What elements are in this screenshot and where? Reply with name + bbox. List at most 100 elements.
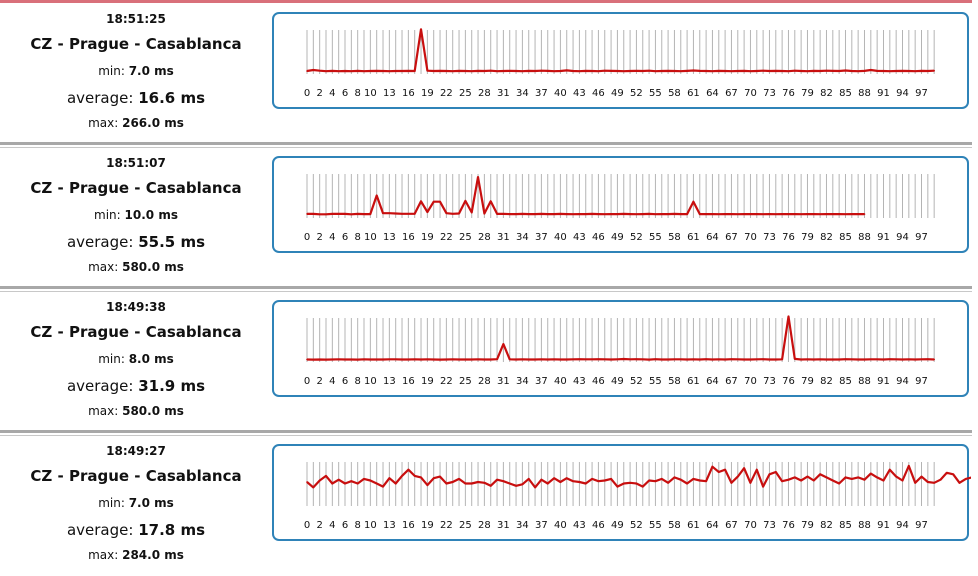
x-tick-label: 76 — [782, 376, 795, 387]
data-point — [673, 213, 676, 215]
x-tick-label: 46 — [592, 232, 605, 243]
data-point — [483, 358, 486, 361]
data-point — [565, 358, 568, 361]
data-point — [787, 315, 790, 318]
data-point — [420, 28, 422, 31]
x-tick-label: 13 — [383, 376, 396, 387]
data-point — [521, 358, 524, 361]
data-point — [749, 70, 752, 72]
data-points — [306, 28, 935, 72]
data-point — [876, 476, 878, 479]
data-point — [717, 70, 720, 72]
data-point — [724, 70, 726, 72]
data-point — [470, 211, 473, 214]
data-point — [781, 358, 783, 361]
x-tick-label: 22 — [440, 88, 453, 99]
data-point — [306, 213, 308, 215]
data-point — [515, 70, 517, 72]
x-tick-label: 8 — [354, 376, 360, 387]
x-tick-label: 52 — [630, 232, 643, 243]
data-point — [572, 70, 574, 72]
x-tick-label: 28 — [478, 520, 491, 531]
x-tick-label: 55 — [649, 88, 662, 99]
data-point — [920, 475, 923, 478]
x-tick-label: 55 — [649, 376, 662, 387]
x-tick-label: 97 — [915, 232, 928, 243]
data-point — [407, 70, 410, 72]
data-point — [730, 481, 733, 484]
data-point — [382, 358, 384, 361]
data-point — [908, 70, 910, 72]
x-tick-label: 85 — [839, 232, 852, 243]
x-tick-label: 91 — [877, 376, 890, 387]
x-tick-label: 0 — [304, 232, 310, 243]
data-point — [312, 69, 315, 71]
data-point — [375, 70, 378, 72]
average-value: 55.5 ms — [138, 233, 206, 251]
data-point — [705, 70, 707, 72]
chart-panel: 0 2 4 6 8 10 13 16 19 22 25 28 31 34 37 40 43 46 49 52 55 58 6… — [272, 300, 969, 397]
data-point — [901, 70, 904, 72]
route-title: CZ - Prague - Casablanca — [30, 35, 242, 53]
data-point — [774, 213, 777, 216]
data-point — [882, 358, 885, 361]
data-point — [559, 70, 562, 72]
data-point — [679, 70, 682, 72]
data-point — [800, 70, 802, 72]
data-point — [502, 343, 505, 345]
result-time: 18:51:07 — [106, 156, 166, 170]
data-point — [312, 213, 315, 215]
data-point — [394, 70, 397, 72]
data-point — [584, 482, 587, 485]
x-tick-label: 79 — [801, 520, 814, 531]
data-point — [692, 358, 695, 361]
x-tick-label: 31 — [497, 232, 510, 243]
x-tick-label: 52 — [630, 520, 643, 531]
result-time: 18:51:25 — [106, 12, 166, 26]
x-tick-label: 73 — [763, 376, 776, 387]
data-point — [534, 70, 536, 72]
data-point — [641, 213, 644, 215]
min-label: min: — [94, 208, 121, 222]
data-point — [793, 358, 796, 360]
data-point — [692, 69, 695, 72]
data-point — [692, 478, 695, 480]
x-tick-label: 10 — [364, 520, 377, 531]
data-point — [369, 479, 372, 482]
x-tick-label: 10 — [364, 88, 377, 99]
data-point — [641, 70, 644, 72]
data-points — [306, 315, 935, 361]
data-point — [863, 478, 866, 481]
data-point — [306, 70, 308, 72]
data-point — [844, 69, 847, 72]
data-point — [660, 358, 663, 361]
data-point — [965, 478, 967, 480]
data-point — [635, 213, 638, 216]
data-point — [534, 486, 536, 489]
data-point — [407, 468, 410, 471]
x-tick-label: 8 — [354, 88, 360, 99]
data-point — [597, 358, 600, 360]
data-point — [673, 70, 676, 72]
data-point — [927, 358, 929, 360]
data-point — [597, 480, 600, 483]
min-stat: min: 8.0 ms — [0, 352, 272, 366]
data-point — [825, 213, 828, 215]
ping-result-block: 18:51:25 CZ - Prague - Casablanca min: 7.0… — [0, 0, 978, 144]
min-value: 7.0 ms — [128, 64, 174, 78]
data-point — [648, 213, 650, 215]
x-tick-label: 13 — [383, 520, 396, 531]
data-point — [844, 476, 847, 479]
x-tick-label: 82 — [820, 520, 833, 531]
average-stat: average: 16.6 ms — [0, 89, 272, 107]
chart-panel: 0 2 4 6 8 10 13 16 19 22 25 28 31 34 37 40 43 46 49 52 55 58 6… — [272, 12, 969, 109]
max-stat: max: 580.0 ms — [0, 260, 272, 274]
data-point — [350, 480, 353, 483]
data-point — [768, 473, 771, 476]
data-point — [793, 213, 796, 215]
data-point — [559, 481, 562, 483]
data-point — [502, 70, 505, 72]
latency-line — [306, 315, 935, 361]
x-tick-label: 31 — [497, 520, 510, 531]
data-point — [920, 70, 923, 72]
